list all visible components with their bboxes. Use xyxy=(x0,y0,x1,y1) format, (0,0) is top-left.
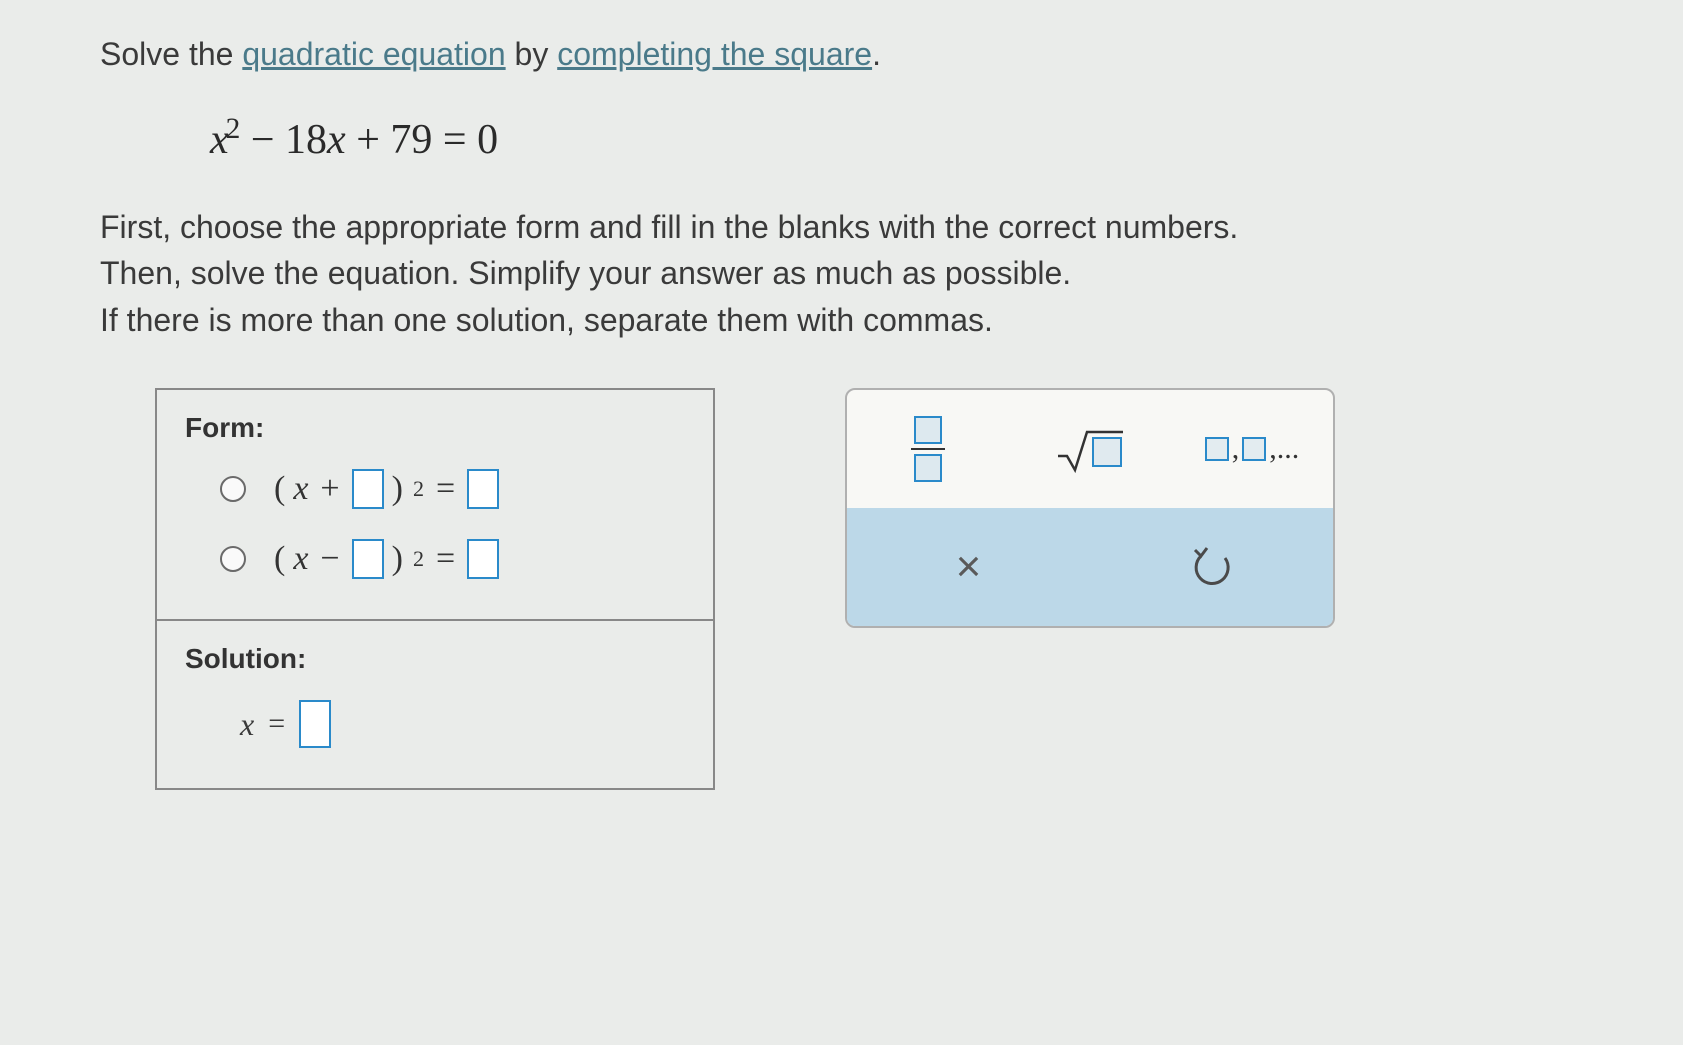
undo-icon xyxy=(1189,544,1235,590)
question-prompt: Solve the quadratic equation by completi… xyxy=(100,30,1583,78)
text-prefix: Solve the xyxy=(100,36,242,72)
clear-button[interactable]: × xyxy=(847,508,1090,626)
quadratic-equation-link[interactable]: quadratic equation xyxy=(242,36,505,72)
keypad-tools-row: ,,... xyxy=(847,390,1333,508)
form-section: Form: (x + )2 = (x − )2 = xyxy=(157,390,713,621)
equation-display: x2 − 18x + 79 = 0 xyxy=(210,113,1583,164)
option-minus-expr: (x − )2 = xyxy=(274,539,499,579)
list-icon: ,,... xyxy=(1205,432,1300,466)
clear-icon: × xyxy=(956,542,982,592)
option-minus-row[interactable]: (x − )2 = xyxy=(220,539,685,579)
sqrt-tool[interactable] xyxy=(1009,390,1171,508)
plus-right-input[interactable] xyxy=(467,469,499,509)
radio-minus[interactable] xyxy=(220,546,246,572)
plus-left-input[interactable] xyxy=(352,469,384,509)
instruction-line-2: Then, solve the equation. Simplify your … xyxy=(100,250,1583,296)
instruction-line-1: First, choose the appropriate form and f… xyxy=(100,204,1583,250)
answer-form-box: Form: (x + )2 = (x − )2 = xyxy=(155,388,715,790)
math-keypad: ,,... × xyxy=(845,388,1335,628)
minus-right-input[interactable] xyxy=(467,539,499,579)
solution-input[interactable] xyxy=(299,700,331,748)
instruction-line-3: If there is more than one solution, sepa… xyxy=(100,297,1583,343)
text-suffix: . xyxy=(872,36,881,72)
option-plus-expr: (x + )2 = xyxy=(274,469,499,509)
solution-row: x = xyxy=(240,700,685,748)
form-label: Form: xyxy=(185,412,685,444)
fraction-tool[interactable] xyxy=(847,390,1009,508)
completing-square-link[interactable]: completing the square xyxy=(557,36,872,72)
instructions-block: First, choose the appropriate form and f… xyxy=(100,204,1583,343)
radio-plus[interactable] xyxy=(220,476,246,502)
solution-label: Solution: xyxy=(185,643,685,675)
minus-left-input[interactable] xyxy=(352,539,384,579)
keypad-actions-row: × xyxy=(847,508,1333,626)
solution-section: Solution: x = xyxy=(157,621,713,788)
list-tool[interactable]: ,,... xyxy=(1171,390,1333,508)
option-plus-row[interactable]: (x + )2 = xyxy=(220,469,685,509)
undo-button[interactable] xyxy=(1090,508,1333,626)
fraction-icon xyxy=(911,416,945,482)
sqrt-icon xyxy=(1055,426,1125,472)
text-middle: by xyxy=(506,36,558,72)
